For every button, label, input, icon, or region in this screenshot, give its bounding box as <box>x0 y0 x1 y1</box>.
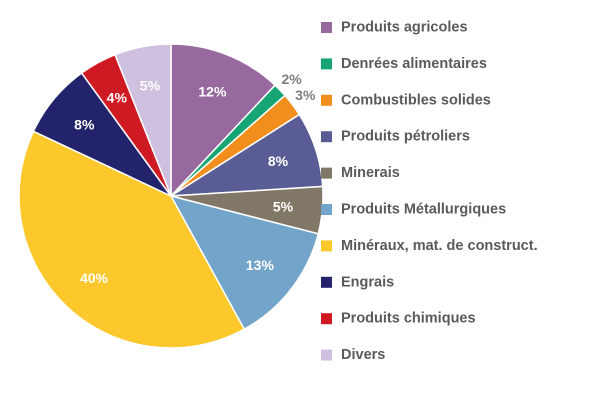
legend: Produits agricoles Denrées alimentaires Co… <box>321 20 538 363</box>
slice-label-combustibles-solides: 3% <box>295 87 316 103</box>
legend-label-produits-petroliers: Produits pétroliers <box>341 129 470 145</box>
slice-label-produits-petroliers: 8% <box>268 153 289 169</box>
legend-swatch-minerais <box>321 167 332 179</box>
legend-item-produits-petroliers: Produits pétroliers <box>321 129 470 145</box>
legend-swatch-produits-petroliers <box>321 131 332 143</box>
slice-label-produits-metallurgiques: 13% <box>246 257 275 273</box>
legend-item-engrais: Engrais <box>321 274 394 290</box>
pie-slices <box>18 43 324 349</box>
legend-item-combustibles-solides: Combustibles solides <box>321 92 491 108</box>
legend-item-produits-agricoles: Produits agricoles <box>321 20 468 36</box>
legend-swatch-divers <box>321 349 332 361</box>
slice-label-minerais: 5% <box>273 199 294 215</box>
legend-item-mineraux-mat-de-construct: Minéraux, mat. de construct. <box>321 238 538 254</box>
legend-swatch-engrais <box>321 276 332 288</box>
pie-slice-mineraux-mat-de-construct <box>18 130 246 349</box>
legend-label-divers: Divers <box>341 347 385 363</box>
legend-label-engrais: Engrais <box>341 274 394 290</box>
pie-slice-divers <box>114 43 172 197</box>
legend-label-denrees-alimentaires: Denrées alimentaires <box>341 56 487 72</box>
legend-swatch-produits-chimiques <box>321 313 332 325</box>
legend-label-combustibles-solides: Combustibles solides <box>341 92 491 108</box>
pie-slice-produits-agricoles <box>170 43 277 198</box>
legend-swatch-produits-metallurgiques <box>321 204 332 215</box>
slice-label-denrees-alimentaires: 2% <box>281 71 302 87</box>
pie-labels: 12% 2%3% 8% 5% 13% 40% 8% 4% 5% <box>74 71 316 286</box>
legend-label-mineraux-mat-de-construct: Minéraux, mat. de construct. <box>341 238 538 254</box>
legend-swatch-produits-agricoles <box>321 22 332 33</box>
slice-label-engrais: 8% <box>74 116 95 132</box>
slice-label-produits-chimiques: 4% <box>107 89 128 105</box>
legend-item-divers: Divers <box>321 347 385 363</box>
legend-item-minerais: Minerais <box>321 165 400 181</box>
slice-label-mineraux-mat-de-construct: 40% <box>80 270 109 286</box>
legend-swatch-mineraux-mat-de-construct <box>321 240 332 252</box>
legend-item-produits-chimiques: Produits chimiques <box>321 311 476 327</box>
slice-label-divers: 5% <box>140 78 161 94</box>
legend-label-produits-metallurgiques: Produits Métallurgiques <box>341 202 506 218</box>
legend-label-produits-chimiques: Produits chimiques <box>341 311 476 327</box>
slice-label-produits-agricoles: 12% <box>198 83 227 99</box>
pie-slice-produits-metallurgiques <box>169 194 320 331</box>
legend-swatch-combustibles-solides <box>321 94 332 106</box>
legend-item-denrees-alimentaires: Denrées alimentaires <box>321 56 487 72</box>
legend-item-produits-metallurgiques: Produits Métallurgiques <box>321 202 506 218</box>
legend-label-produits-agricoles: Produits agricoles <box>341 20 468 36</box>
legend-label-minerais: Minerais <box>341 165 400 181</box>
legend-swatch-denrees-alimentaires <box>321 58 332 70</box>
